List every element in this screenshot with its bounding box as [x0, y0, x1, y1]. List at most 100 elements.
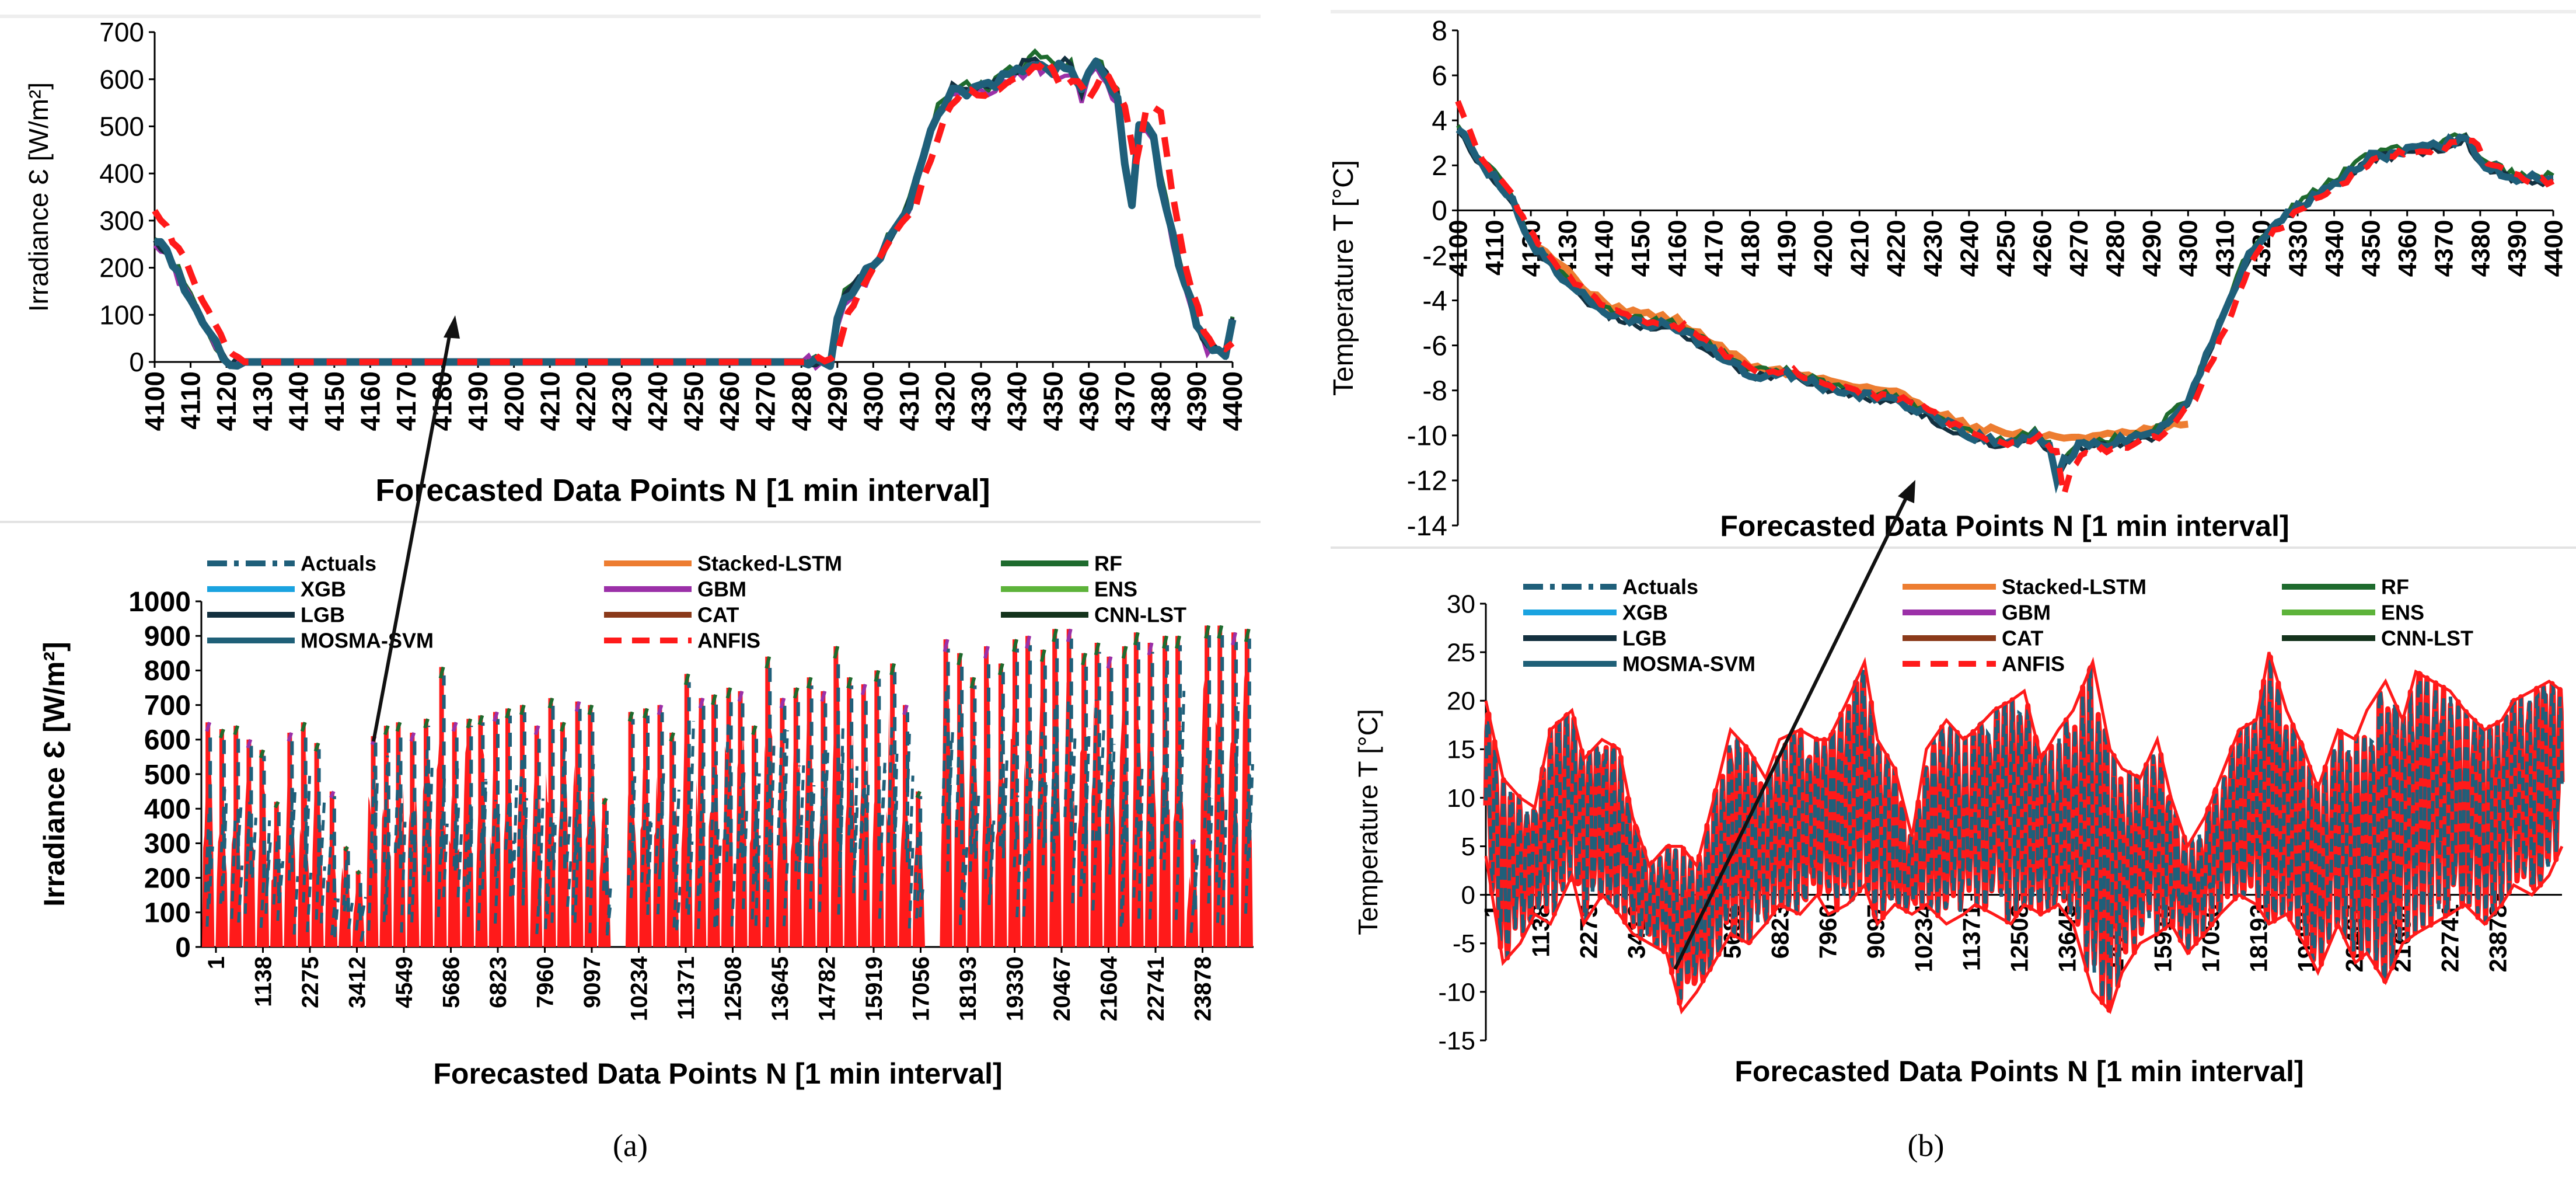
y-tick-label: -2: [1422, 241, 1447, 271]
actual-texture: [372, 776, 379, 864]
actual-texture: [588, 821, 595, 934]
legend-label: CAT: [697, 603, 739, 627]
x-tick-label: 4400: [2539, 220, 2568, 277]
actual-texture: [765, 817, 772, 928]
y-axis-title: Irradiance Ɛ [W/m²]: [23, 82, 54, 312]
legend-label: CAT: [2002, 626, 2043, 650]
x-tick-label: 1138: [251, 956, 277, 1007]
day-peak-cap: [833, 646, 840, 659]
actual-texture: [1063, 695, 1070, 817]
actual-texture: [423, 818, 430, 876]
x-tick-label: 18193: [955, 956, 981, 1021]
actual-texture: [656, 838, 663, 915]
actual-texture: [918, 883, 925, 918]
legend-label: Stacked-LSTM: [697, 552, 842, 576]
day-peak-cap: [300, 722, 307, 732]
actual-texture: [1052, 726, 1059, 871]
actual-texture: [847, 778, 854, 835]
x-tick-label: 4210: [535, 371, 565, 431]
x-tick-label: 4100: [1444, 220, 1472, 277]
legend-label: RF: [2381, 575, 2409, 599]
x-tick-label: 4220: [1882, 220, 1911, 277]
x-tick-label: 4150: [1626, 220, 1655, 277]
actual-texture: [1233, 702, 1240, 844]
actual-texture: [250, 817, 257, 878]
actual-texture: [725, 766, 732, 862]
legend-label: MOSMA-SVM: [1622, 652, 1755, 676]
actual-texture: [259, 865, 266, 928]
actual-texture: [1148, 833, 1155, 920]
actual-texture: [809, 785, 816, 910]
x-tick-label: 4270: [2065, 220, 2093, 277]
x-tick-label: 4230: [1919, 220, 1947, 277]
actual-texture: [1216, 838, 1223, 923]
actual-texture: [1161, 666, 1168, 818]
legend-label: ENS: [2381, 601, 2424, 625]
y-tick-label: 0: [1461, 881, 1475, 910]
panel-label-a: (a): [613, 1128, 648, 1163]
day-peak-cap: [1217, 625, 1224, 639]
day-peak-cap: [765, 656, 772, 669]
actual-texture: [1027, 769, 1034, 879]
actual-texture: [602, 817, 609, 891]
actual-texture: [969, 792, 976, 872]
actual-texture: [672, 858, 679, 928]
actual-texture: [1137, 767, 1144, 832]
actual-texture: [205, 831, 212, 927]
day-peak-cap: [233, 725, 240, 736]
actual-texture: [1036, 732, 1043, 827]
day-peak-cap: [451, 722, 458, 732]
actual-texture: [342, 855, 349, 906]
day-peak-cap: [1204, 625, 1211, 639]
actual-texture: [984, 785, 991, 879]
y-tick-label: 15: [1447, 736, 1475, 764]
x-tick-label: 4330: [2284, 220, 2312, 277]
x-tick-label: 4110: [176, 371, 206, 430]
day-peak-cap: [1190, 838, 1196, 845]
actual-texture: [573, 840, 580, 923]
actual-texture: [1147, 799, 1154, 887]
y-axis-title: Temperature T [°C]: [1328, 160, 1359, 396]
actual-texture: [292, 876, 299, 935]
day-peak-cap: [711, 694, 717, 705]
actual-texture: [730, 859, 737, 927]
actual-texture: [999, 776, 1006, 847]
legend-label: Actuals: [301, 552, 376, 576]
actual-texture: [278, 861, 285, 903]
x-tick-label: 4190: [463, 371, 493, 431]
day-peak-cap: [409, 732, 416, 742]
actual-texture: [688, 721, 695, 844]
x-tick-label: 4300: [2174, 220, 2203, 277]
actual-texture: [754, 835, 761, 926]
day-peak-cap: [274, 801, 280, 809]
day-peak-cap: [355, 869, 361, 876]
actual-texture: [955, 703, 962, 838]
x-tick-label: 4400: [1217, 371, 1248, 431]
actual-texture: [236, 803, 243, 853]
x-tick-label: 4350: [2357, 220, 2386, 277]
x-axis-title: Forecasted Data Points N [1 min interval…: [433, 1057, 1002, 1090]
actual-texture: [359, 924, 366, 942]
day-peak-cap: [329, 791, 336, 799]
actual-texture: [1230, 810, 1237, 906]
actual-texture: [566, 858, 573, 907]
actual-texture: [798, 765, 805, 861]
series-stacked-lstm: [1528, 238, 2188, 443]
actual-texture: [1091, 699, 1098, 841]
x-tick-label: 4200: [499, 371, 529, 431]
actual-texture: [941, 691, 948, 824]
actual-texture: [245, 802, 252, 892]
y-tick-label: 30: [1447, 590, 1475, 618]
x-tick-label: 3412: [345, 956, 371, 1008]
day-peak-cap: [1244, 628, 1251, 642]
envelope-min: [1484, 845, 2564, 1015]
actual-texture: [763, 750, 770, 890]
day-peak-cap: [779, 697, 786, 709]
day-peak-cap: [466, 718, 473, 729]
y-tick-label: 6: [1432, 61, 1447, 92]
actual-texture: [769, 746, 776, 879]
day-peak-cap: [533, 725, 540, 736]
actual-texture: [794, 765, 801, 872]
